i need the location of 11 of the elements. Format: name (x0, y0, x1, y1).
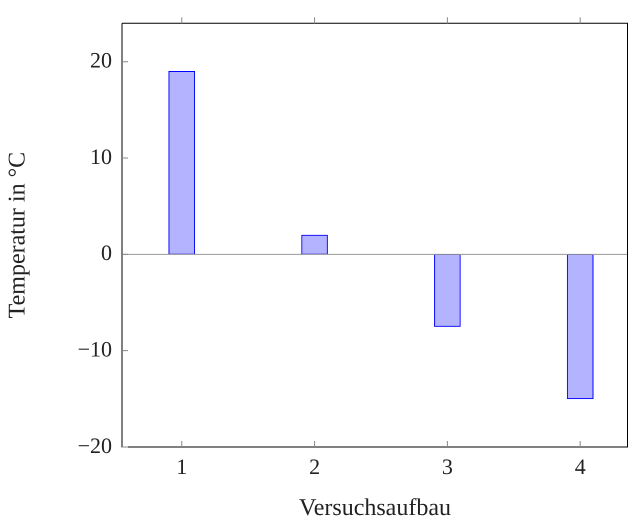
y-tick-label: −10 (78, 336, 112, 362)
y-axis-title: Temperatur in °C (4, 152, 31, 318)
x-tick-label: 3 (442, 454, 453, 479)
y-tick-label: 20 (90, 48, 112, 73)
x-tick-label: 4 (574, 454, 586, 479)
y-tick-label: 0 (101, 240, 112, 266)
y-tick-label: 10 (90, 144, 112, 169)
x-tick-label: 2 (309, 454, 320, 479)
x-axis-title: Versuchsaufbau (299, 494, 451, 521)
y-tick-label: −20 (78, 432, 112, 458)
x-tick-label: 1 (176, 454, 188, 479)
